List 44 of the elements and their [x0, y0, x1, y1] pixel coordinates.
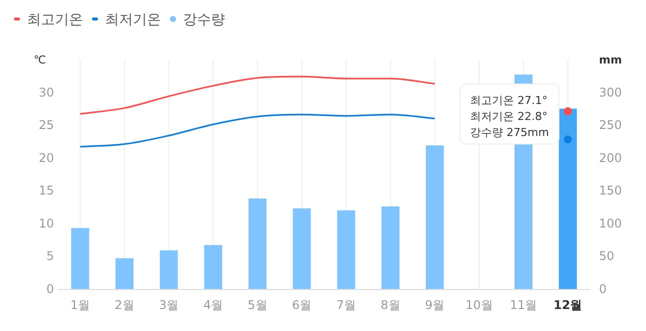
x-tick-label: 4월: [203, 298, 223, 312]
legend-label: 강수량: [183, 12, 225, 28]
y-tick-label: 10: [38, 216, 54, 230]
x-tick-label: 2월: [114, 298, 134, 312]
y2-tick-label: 50: [599, 249, 614, 264]
x-tick-label: 8월: [380, 298, 400, 312]
x-tick-label: 1월: [70, 298, 90, 312]
y2-tick-label: 0: [599, 282, 607, 296]
y-tick-label: 0: [46, 282, 54, 296]
bar: [426, 145, 444, 289]
bar: [337, 210, 356, 289]
bar: [204, 245, 222, 289]
x-tick-label: 11월: [510, 298, 538, 312]
y-tick-label: 20: [38, 150, 54, 165]
bar: [382, 206, 400, 289]
y2-tick-label: 150: [599, 184, 622, 198]
bar: [292, 208, 311, 289]
y2-tick-label: 200: [599, 150, 622, 165]
y2-tick-label: 250: [599, 118, 622, 132]
bar: [248, 198, 266, 289]
y2-tick-label: 300: [599, 85, 622, 100]
bar: [116, 258, 134, 289]
bar: [71, 228, 90, 289]
y-axis-title: ℃: [34, 54, 46, 66]
y2-axis-title: mm: [599, 54, 622, 66]
y-tick-label: 25: [38, 118, 54, 132]
y-tick-label: 5: [46, 249, 54, 264]
y-tick-label: 15: [38, 184, 54, 198]
bar: [160, 250, 178, 289]
legend-label: 최저기온: [105, 12, 161, 28]
legend-label: 최고기온: [27, 12, 83, 28]
x-tick-label: 9월: [425, 298, 445, 312]
annotation: 최고기온 27.1°: [470, 94, 548, 107]
y2-tick-label: 100: [599, 216, 622, 230]
bar: [558, 108, 577, 289]
annotation: 강수량 275mm: [470, 126, 549, 139]
x-tick-label: 7월: [336, 298, 356, 312]
y-tick-label: 30: [38, 85, 54, 100]
x-tick-label: 10월: [466, 298, 493, 312]
x-tick-label: 3월: [159, 298, 179, 312]
x-tick-label: 12월: [553, 298, 582, 312]
x-tick-label: 5월: [248, 298, 268, 312]
annotation: 최저기온 22.8°: [470, 110, 548, 123]
x-tick-label: 6월: [292, 298, 312, 312]
